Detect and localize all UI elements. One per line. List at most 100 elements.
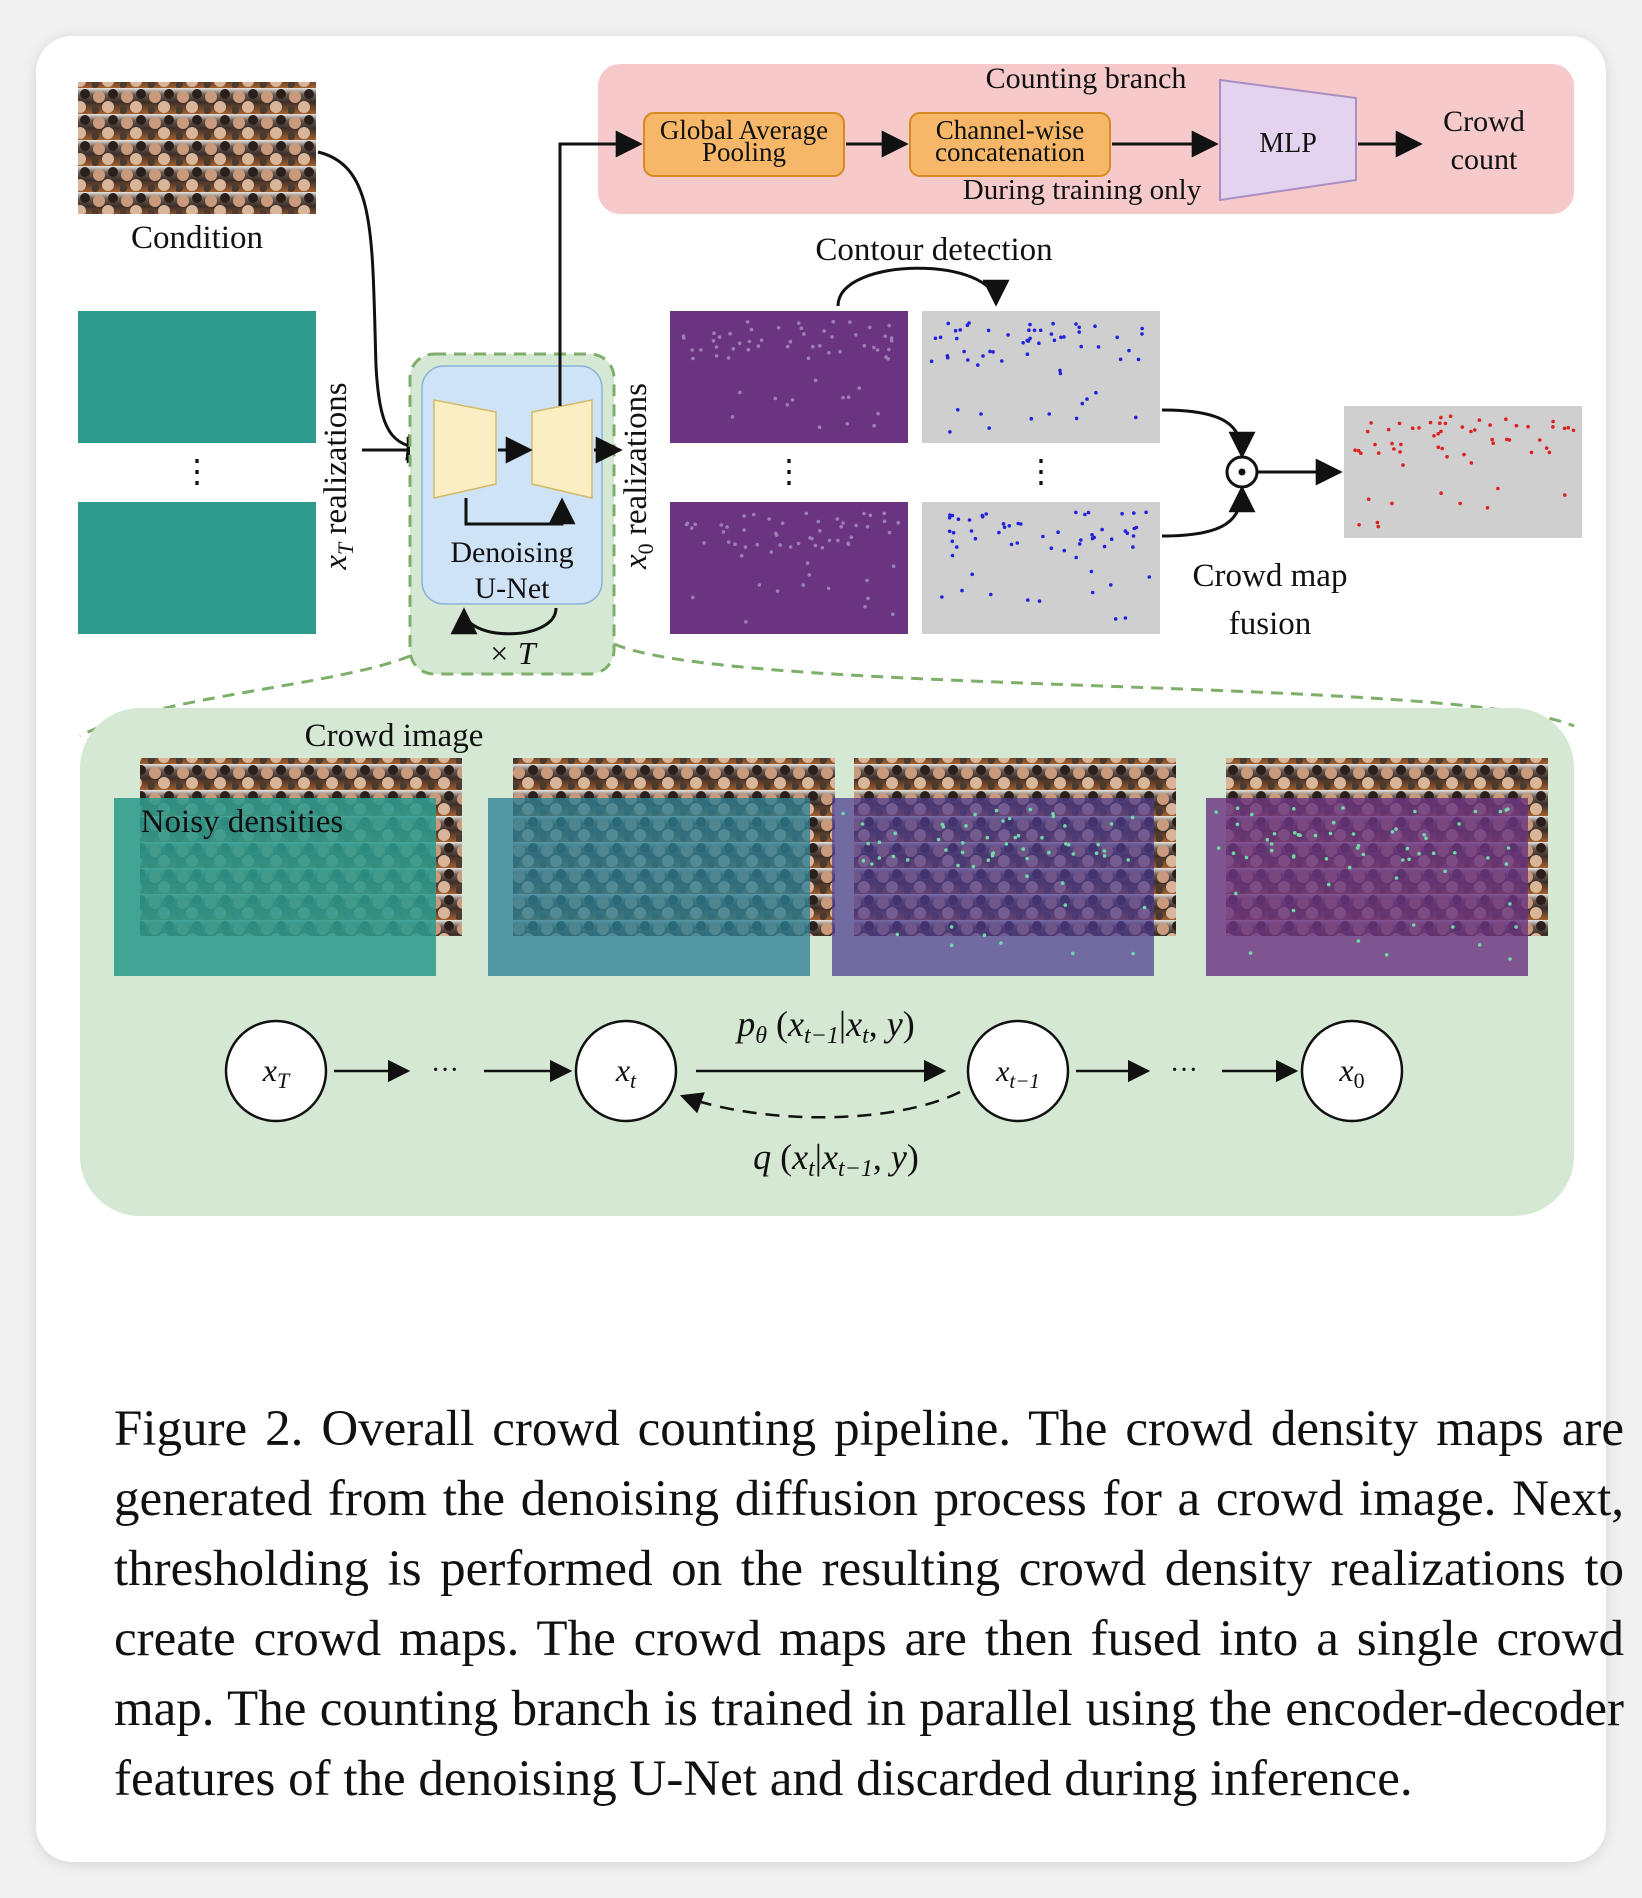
detection-dot [877,856,882,860]
detection-dot [965,323,970,328]
detection-dot [1356,843,1361,848]
crowd-map-dots-1 [929,321,1144,434]
detection-dot [755,542,760,547]
arrow-unet-to-gap [558,130,643,406]
detection-dot [1037,599,1042,603]
detection-dot [1469,429,1473,434]
detection-dot [1113,617,1118,621]
detection-dot [685,521,690,526]
detection-dot [1109,822,1114,826]
detection-dot [1140,326,1144,331]
detection-dot [1025,338,1030,343]
detection-dot [769,550,774,554]
detection-dot [1118,357,1123,362]
detection-dot [1422,833,1426,837]
detection-dot [1341,806,1345,810]
detection-dot [1041,534,1045,539]
detection-dot [796,541,801,546]
detection-dot [1079,344,1083,349]
detection-dot [1002,525,1007,530]
detection-dot [950,553,955,558]
mlp-block [1219,78,1357,202]
detection-dot [1051,321,1055,326]
detection-dot [1417,851,1421,856]
detection-dot [1562,426,1567,431]
detection-dot [973,536,978,541]
detection-dot [944,848,948,852]
noisy-density-4 [1206,798,1528,976]
detection-dot [1029,416,1034,421]
detection-dot [1131,951,1135,956]
detection-dot [1504,808,1508,812]
detection-dot [788,339,793,344]
detection-dot [862,343,867,348]
detection-dot [846,542,851,547]
node-xt-label: xt [615,1052,637,1093]
detection-dot [756,344,761,348]
detection-dot [976,363,980,367]
detection-dot [1083,512,1087,517]
detection-dot [1248,951,1253,955]
detection-dot [1331,820,1336,825]
noisy-density-3 [832,798,1154,976]
detection-dot [849,535,854,539]
detection-dot [699,348,703,352]
detection-dot [757,583,762,587]
detection-dot [870,862,874,866]
detection-dot [1006,333,1010,337]
detection-dot [1436,431,1440,436]
detection-dot [891,854,896,859]
detection-dot [1013,835,1018,840]
zoom-guide-right [613,642,1575,728]
gap-box-label-2: Pooling [702,137,786,167]
crowd-map-dots-2 [940,510,1152,621]
detection-dot [1439,415,1443,420]
detection-dot [749,327,754,332]
detection-dot [1384,953,1389,957]
detection-dot [1498,809,1503,814]
detection-dot [882,519,887,523]
detection-dot [1037,341,1041,346]
detection-dot [1071,951,1075,956]
detection-dot [895,932,900,937]
contour-detection-arrow [836,266,1010,307]
detection-dot [839,524,843,529]
detection-dot [1028,807,1033,812]
detection-dot [960,850,965,855]
detection-dot [745,320,750,324]
detection-dot [1001,819,1005,823]
density-dots-4 [1214,806,1518,961]
detection-dot [714,354,719,358]
detection-dot [964,824,968,828]
detection-dot [1410,426,1415,431]
detection-dot [865,578,869,583]
detection-dot [987,426,991,430]
detection-dot [1375,520,1380,525]
detection-dot [1077,542,1082,546]
detection-dot [811,344,815,349]
detection-dot [1477,418,1482,422]
detection-dot [1007,816,1012,821]
detection-dot [865,525,870,529]
node-xT-label: xT [262,1052,291,1093]
unet-loop-arrow [450,607,558,636]
markov-chain: xT ··· xt pθ (xt−1|xt, y) q (xt|xt−1, y)… [224,1004,1404,1182]
detection-dot [1508,902,1512,906]
detection-dot [728,331,732,336]
detection-dot [799,326,804,331]
detection-dot [1313,833,1318,838]
unet-decoder-block [531,399,593,499]
detection-dot [1460,425,1465,429]
detection-dot [1440,446,1444,451]
detection-dot [1025,874,1029,878]
detection-dot [1424,836,1428,841]
detection-dot [958,328,962,332]
contour-detection-label: Contour detection [815,232,1052,268]
noise-ellipsis: ⋮ [181,453,213,489]
detection-dot [1015,541,1020,545]
detection-dot [1147,575,1152,579]
density-dots-2 [684,511,900,624]
detection-dot [1491,441,1495,446]
detection-dot [1457,822,1461,826]
detection-dot [1079,538,1083,542]
